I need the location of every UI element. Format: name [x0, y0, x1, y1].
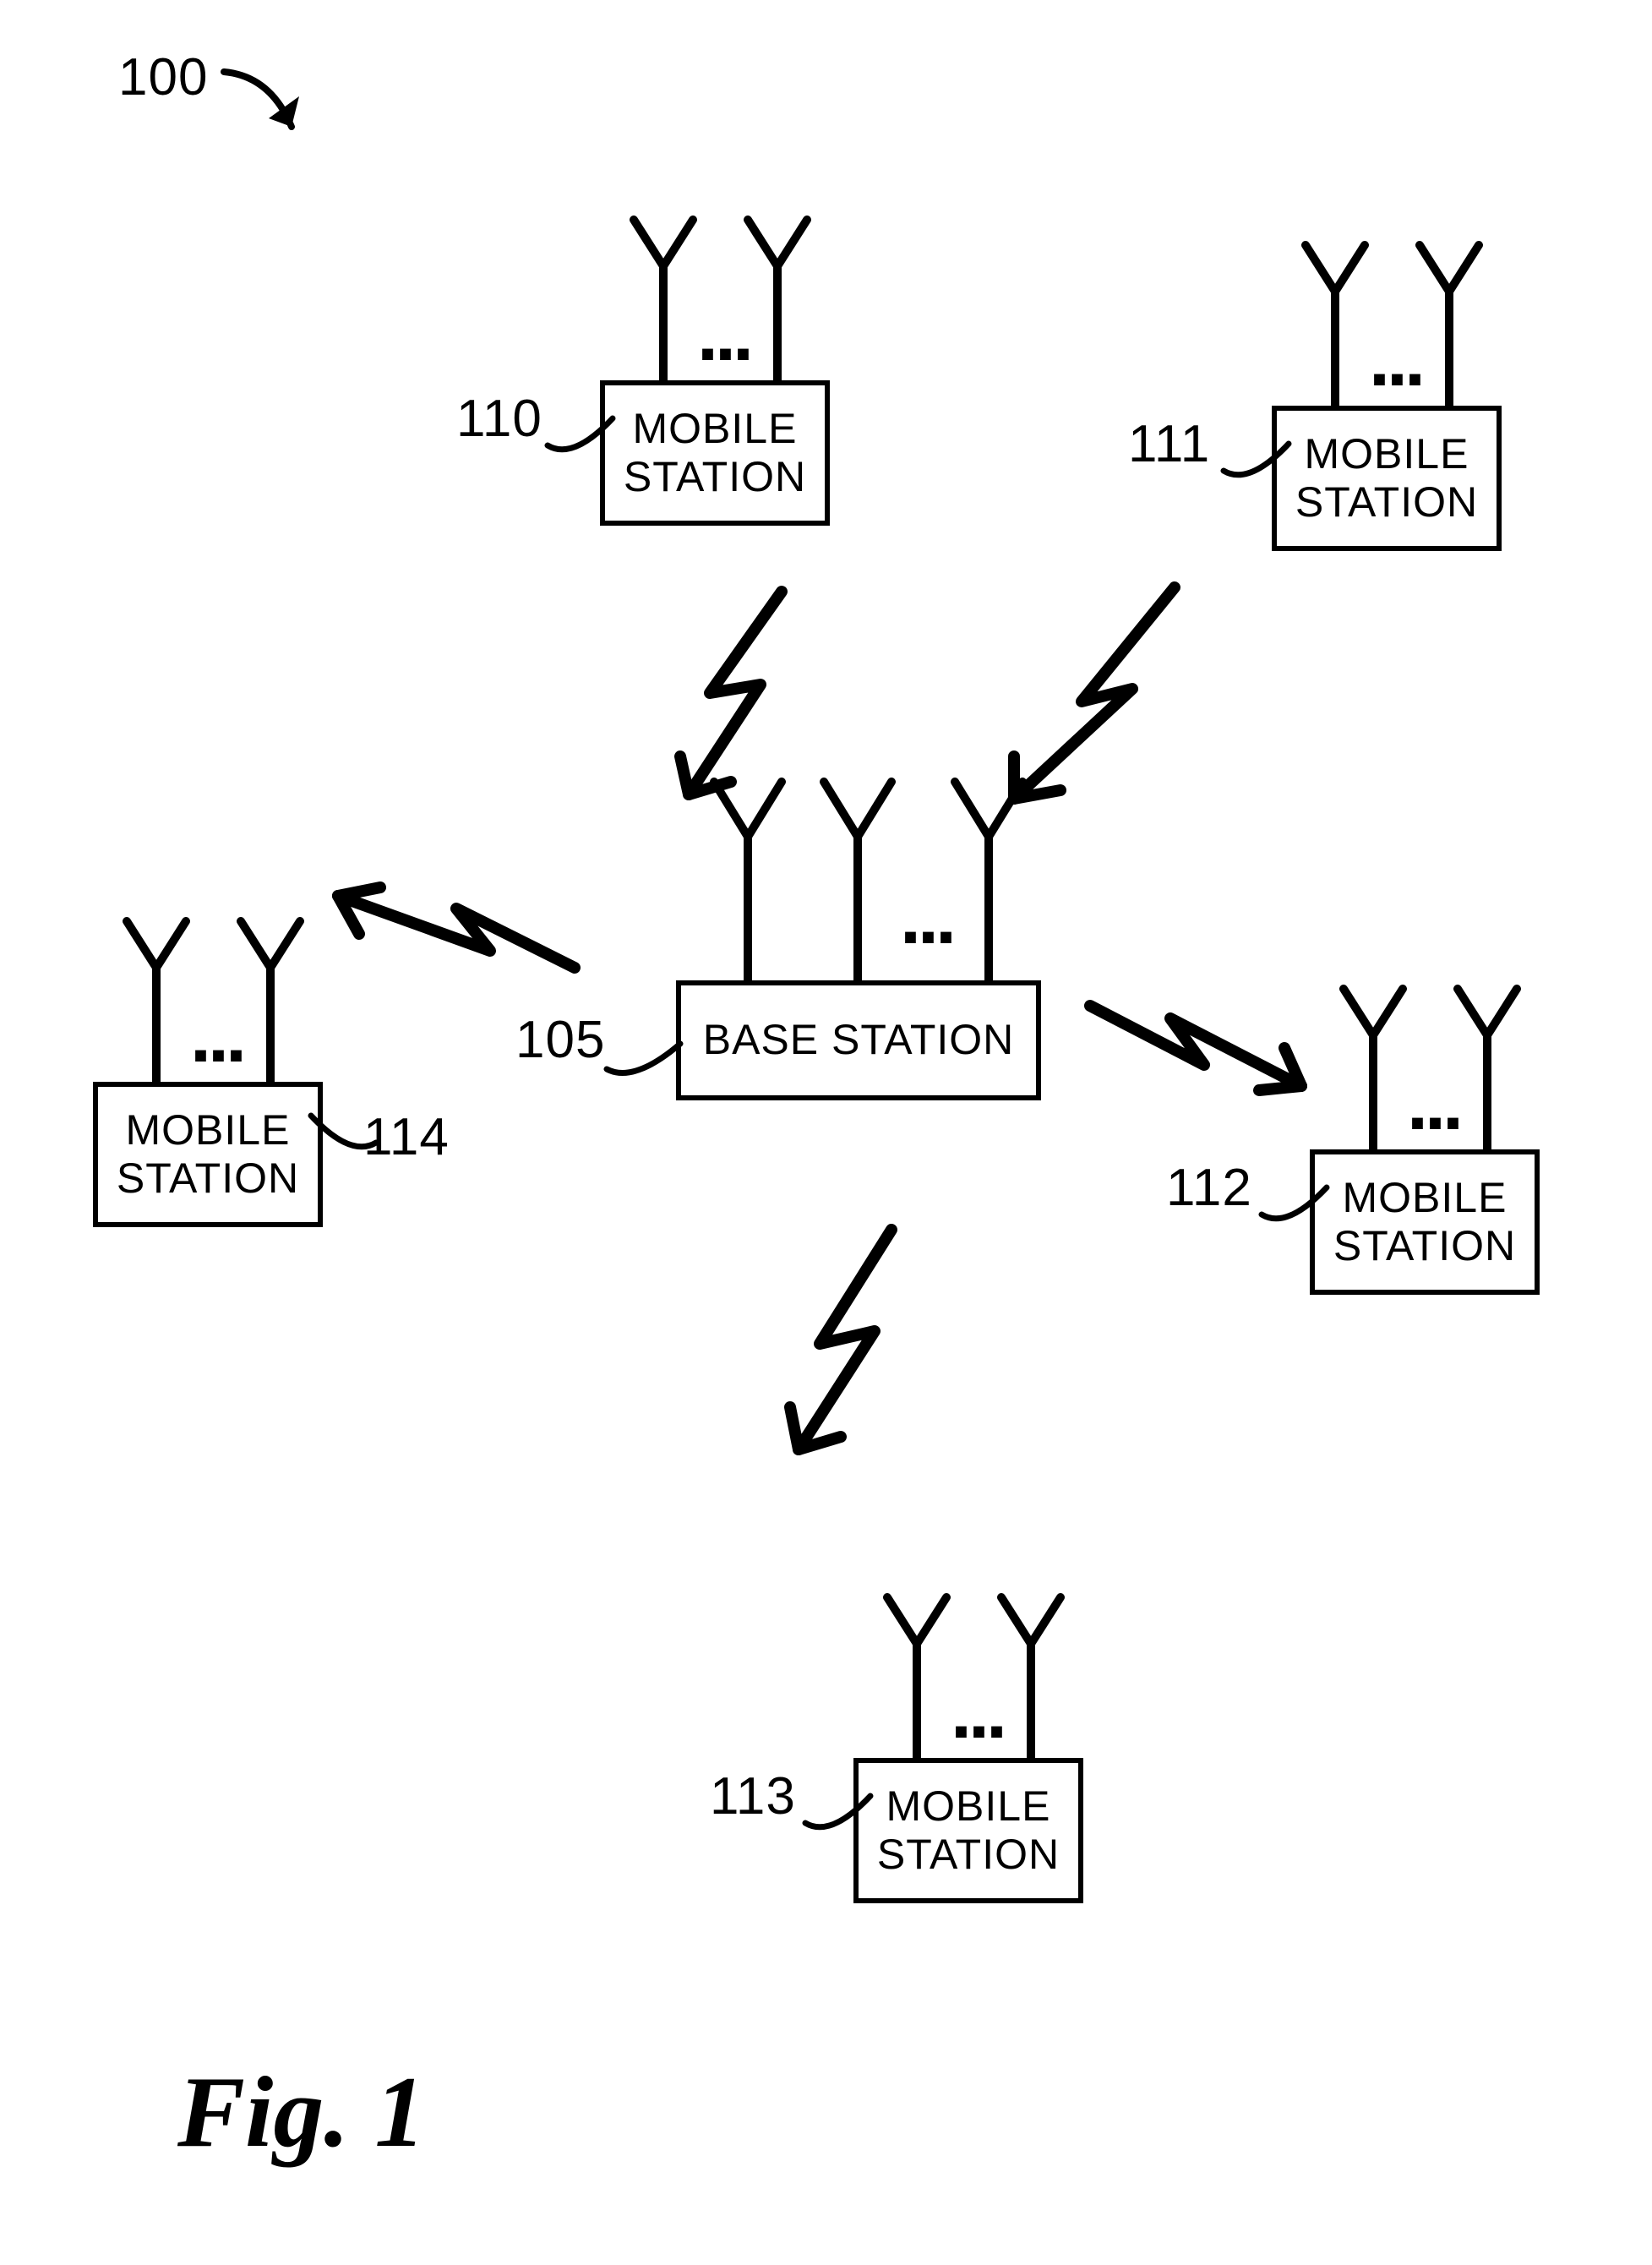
ellipsis-icon: ... — [1407, 1061, 1460, 1148]
mobile-station-box: MOBILE STATION — [1272, 406, 1502, 551]
mobile-station-110: MOBILE STATION ... — [592, 203, 845, 524]
leader-113 — [799, 1779, 879, 1842]
ref-110: 110 — [456, 389, 542, 449]
base-station-label: BASE STATION — [703, 1016, 1015, 1065]
antenna-icon — [1331, 985, 1415, 1154]
leader-110 — [541, 401, 621, 465]
ellipsis-icon: ... — [697, 292, 750, 379]
leader-112 — [1255, 1171, 1335, 1234]
mobile-station-114: MOBILE STATION ... — [85, 904, 338, 1225]
wireless-bolt-icon — [651, 583, 820, 803]
mobile-station-label: MOBILE STATION — [624, 405, 806, 502]
antenna-icon — [621, 216, 706, 385]
mobile-station-112: MOBILE STATION ... — [1301, 972, 1555, 1293]
mobile-station-113: MOBILE STATION ... — [845, 1580, 1099, 1902]
mobile-station-box: MOBILE STATION — [93, 1082, 323, 1227]
ellipsis-icon: ... — [1369, 317, 1422, 404]
wireless-bolt-icon — [321, 871, 592, 997]
wireless-bolt-icon — [1077, 972, 1314, 1116]
antenna-icon — [1293, 241, 1377, 410]
base-station-box: BASE STATION — [676, 980, 1041, 1100]
antenna-icon — [811, 778, 904, 989]
ellipsis-icon: ... — [190, 993, 243, 1080]
ref-100: 100 — [118, 47, 208, 107]
leader-105 — [600, 1023, 693, 1090]
mobile-station-label: MOBILE STATION — [1333, 1174, 1516, 1271]
mobile-station-box: MOBILE STATION — [600, 380, 830, 526]
mobile-station-box: MOBILE STATION — [1310, 1149, 1540, 1295]
figure-label: Fig. 1 — [177, 2054, 425, 2170]
mobile-station-111: MOBILE STATION ... — [1263, 228, 1517, 549]
arrow-100 — [211, 51, 330, 161]
ellipsis-icon: ... — [900, 875, 953, 962]
antenna-icon — [701, 778, 794, 989]
wireless-bolt-icon — [765, 1217, 934, 1462]
mobile-station-label: MOBILE STATION — [1295, 430, 1478, 527]
wireless-bolt-icon — [980, 575, 1200, 811]
mobile-station-box: MOBILE STATION — [853, 1758, 1083, 1903]
ref-113: 113 — [710, 1766, 796, 1826]
leader-114 — [304, 1099, 384, 1162]
antenna-icon — [875, 1593, 959, 1762]
mobile-station-label: MOBILE STATION — [117, 1106, 299, 1203]
ref-112: 112 — [1166, 1158, 1252, 1218]
mobile-station-label: MOBILE STATION — [877, 1782, 1060, 1880]
ellipsis-icon: ... — [951, 1669, 1004, 1756]
leader-111 — [1217, 427, 1297, 490]
diagram-canvas: 100 BASE STATION ... 105 — [0, 0, 1652, 2265]
antenna-icon — [114, 917, 199, 1086]
ref-111: 111 — [1128, 414, 1210, 474]
ref-105: 105 — [515, 1010, 605, 1070]
